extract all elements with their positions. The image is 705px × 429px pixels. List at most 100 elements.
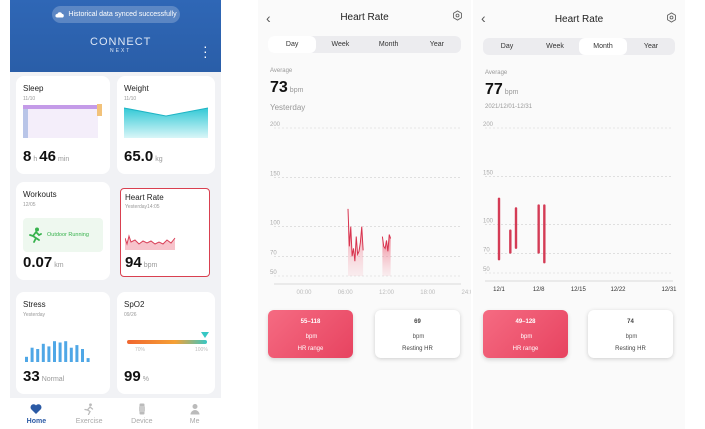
gear-icon[interactable] [452, 10, 463, 21]
tab-week[interactable]: Week [546, 43, 564, 50]
y-tick-label: 150 [270, 171, 281, 177]
y-tick-label: 150 [483, 170, 494, 176]
tab-me[interactable]: Me [168, 398, 221, 429]
hr-range-value: 49–128 bpm [483, 319, 568, 342]
stress-bar [53, 341, 56, 362]
stress-card[interactable]: Stress Yesterday 33 Normal [16, 292, 110, 394]
sleep-date: 11/10 [23, 96, 36, 102]
sleep-hours-unit: h [33, 156, 38, 163]
weight-unit: kg [155, 156, 163, 163]
hr-range-value: 55–118 bpm [268, 319, 353, 342]
hr-range-number: 49–128 [515, 319, 536, 325]
weight-date: 11/10 [124, 96, 137, 102]
heart-rate-area [348, 208, 364, 276]
stress-bar [47, 346, 51, 362]
stress-bar [36, 349, 40, 362]
spo2-unit: % [142, 376, 149, 383]
tab-year[interactable]: Year [643, 43, 659, 50]
period-segmented-control: Day Week Month Year [483, 38, 675, 55]
more-menu-icon[interactable]: · · · [203, 38, 208, 64]
heart-rate-range-bar [509, 229, 512, 254]
heart-rate-line [381, 234, 392, 252]
date-label: Yesterday [270, 103, 306, 112]
tab-month[interactable]: Month [378, 41, 399, 48]
resting-hr-label: Resting HR [615, 346, 646, 352]
watch-icon [138, 403, 145, 414]
tab-me-label: Me [189, 417, 200, 425]
stress-bar [81, 349, 84, 362]
page-title: Heart Rate [554, 14, 604, 25]
resting-hr-unit: bpm [625, 334, 638, 340]
stress-bar [41, 343, 45, 362]
hr-range-card[interactable]: 55–118 bpm HR range [268, 310, 353, 358]
sleep-card[interactable]: Sleep 11/10 8 h 46 min [16, 76, 110, 174]
heart-rate-range-bar [537, 204, 540, 254]
gear-icon[interactable] [666, 12, 677, 23]
stress-title: Stress [23, 300, 46, 309]
heart-rate-number: 94 [125, 254, 142, 271]
spo2-number: 99 [124, 368, 141, 385]
tab-month[interactable]: Month [579, 38, 627, 55]
average-value: 77 bpm [485, 81, 518, 99]
sleep-title: Sleep [23, 84, 44, 93]
month-heart-rate-chart: 200 150 100 70 50 12/1 12/8 12/15 12/22 12/31 [483, 122, 677, 293]
stress-bar [75, 345, 79, 362]
period-segmented-control: Day Week Month Year [268, 36, 461, 53]
y-tick-label: 50 [270, 270, 277, 276]
resting-hr-number: 74 [627, 319, 634, 325]
x-tick-label: 12/22 [610, 287, 626, 293]
hr-range-label: HR range [297, 346, 324, 352]
x-tick-label: 12/8 [533, 287, 545, 293]
average-number: 73 [270, 79, 288, 96]
y-tick-label: 200 [483, 122, 494, 128]
workouts-card[interactable]: Workouts 12/05 Outdoor Running 0.07 km [16, 182, 110, 280]
y-tick-label: 50 [483, 267, 490, 273]
back-icon[interactable]: ‹ [481, 10, 486, 26]
bottom-tab-bar: Home Exercise Device Me [10, 398, 221, 429]
stress-bar [69, 347, 73, 362]
spo2-title: SpO2 [124, 300, 145, 309]
tab-day[interactable]: Day [500, 43, 514, 50]
x-tick-label: 06:00 [338, 290, 354, 296]
workout-activity: Outdoor Running [47, 232, 89, 238]
back-icon[interactable]: ‹ [266, 10, 271, 26]
hr-range-card[interactable]: 49–128 bpm HR range [483, 310, 568, 358]
spo2-card[interactable]: SpO2 09/26 70% 100% 99% [117, 292, 215, 394]
x-tick-label: 12/31 [661, 287, 677, 293]
tab-week[interactable]: Week [331, 41, 350, 48]
spo2-marker-icon [201, 332, 209, 338]
tab-home-label: Home [26, 417, 47, 425]
spo2-date: 09/26 [124, 312, 137, 318]
tab-exercise[interactable]: Exercise [63, 398, 116, 429]
date-range-label: 2021/12/01-12/31 [485, 104, 533, 110]
tab-device[interactable]: Device [116, 398, 169, 429]
tab-home[interactable]: Home [10, 398, 63, 429]
stress-value: 33 Normal [23, 368, 66, 385]
resting-hr-unit: bpm [412, 334, 425, 340]
resting-hr-card[interactable]: 74 bpm Resting HR [588, 310, 673, 358]
average-unit: bpm [289, 87, 304, 94]
weight-number: 65.0 [124, 148, 154, 165]
weight-value: 65.0 kg [124, 148, 165, 165]
weight-title: Weight [124, 84, 149, 93]
workouts-value: 0.07 km [23, 254, 66, 271]
stress-date: Yesterday [23, 312, 46, 318]
average-number: 77 [485, 81, 503, 98]
hr-range-unit: bpm [305, 334, 318, 340]
page-title: Heart Rate [340, 12, 389, 23]
resting-hr-card[interactable]: 69 bpm Resting HR [375, 310, 460, 358]
heart-rate-unit: bpm [143, 262, 158, 269]
stress-number: 33 [23, 368, 40, 385]
logo-text: CONNECT [90, 36, 152, 48]
stress-bar [58, 342, 62, 362]
tab-year[interactable]: Year [429, 41, 444, 48]
x-tick-label: 00:00 [296, 290, 312, 296]
weight-card[interactable]: Weight 11/10 65.0 kg [117, 76, 215, 174]
day-heart-rate-chart: 200 150 100 70 50 00:00 06:00 12:00 18:00 24:00 [270, 122, 471, 296]
average-unit: bpm [504, 89, 519, 96]
tab-exercise-label: Exercise [75, 417, 103, 425]
tab-day[interactable]: Day [268, 36, 317, 53]
stress-bar-chart [25, 341, 90, 362]
y-tick-label: 200 [270, 122, 281, 128]
heart-rate-card[interactable]: Heart Rate Yesterday14:05 94 bpm [120, 188, 210, 277]
